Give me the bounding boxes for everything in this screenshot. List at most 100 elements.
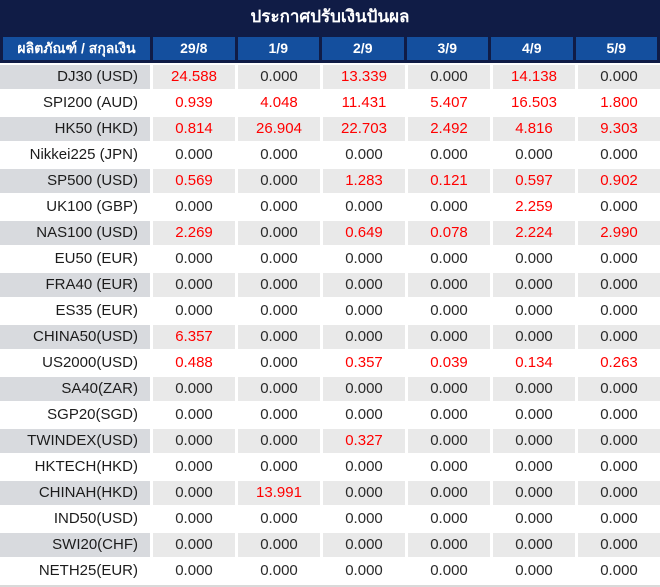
dividend-value: 0.000 <box>153 429 235 453</box>
dividend-value: 0.000 <box>408 533 490 557</box>
product-label: US2000(USD) <box>0 351 150 375</box>
product-label: CHINA50(USD) <box>0 325 150 349</box>
dividend-value: 0.000 <box>238 533 320 557</box>
dividend-value: 0.000 <box>578 455 660 479</box>
dividend-value: 0.000 <box>493 481 575 505</box>
dividend-value: 0.569 <box>153 169 235 193</box>
dividend-value: 0.000 <box>493 533 575 557</box>
dividend-value: 0.000 <box>578 403 660 427</box>
dividend-value: 0.000 <box>323 325 405 349</box>
dividend-value: 26.904 <box>238 117 320 141</box>
dividend-value: 0.000 <box>578 195 660 219</box>
dividend-value: 0.939 <box>153 91 235 115</box>
dividend-value: 0.000 <box>408 65 490 89</box>
product-label: DJ30 (USD) <box>0 65 150 89</box>
dividend-value: 0.000 <box>153 247 235 271</box>
dividend-value: 4.048 <box>238 91 320 115</box>
dividend-value: 0.000 <box>323 143 405 167</box>
table-row: DJ30 (USD) 24.588 0.000 13.339 0.000 14.138 0.… <box>0 65 660 89</box>
dividend-value: 0.000 <box>493 455 575 479</box>
table-title: ประกาศปรับเงินปันผล <box>0 0 660 34</box>
dividend-value: 6.357 <box>153 325 235 349</box>
product-label: SPI200 (AUD) <box>0 91 150 115</box>
dividend-value: 0.000 <box>153 559 235 583</box>
dividend-value: 0.000 <box>408 247 490 271</box>
dividend-value: 0.000 <box>493 273 575 297</box>
table-header-row: ผลิตภัณฑ์ / สกุลเงิน 29/8 1/9 2/9 3/9 4/9 5/9 <box>0 34 660 63</box>
table-row: FRA40 (EUR) 0.000 0.000 0.000 0.000 0.000 0.00… <box>0 273 660 297</box>
product-label: SGP20(SGD) <box>0 403 150 427</box>
column-header-date: 2/9 <box>322 37 404 60</box>
table-row: UK100 (GBP) 0.000 0.000 0.000 0.000 2.259 0.00… <box>0 195 660 219</box>
dividend-value: 5.407 <box>408 91 490 115</box>
dividend-value: 0.134 <box>493 351 575 375</box>
dividend-value: 22.703 <box>323 117 405 141</box>
dividend-value: 0.000 <box>323 455 405 479</box>
dividend-value: 13.991 <box>238 481 320 505</box>
dividend-value: 0.000 <box>323 195 405 219</box>
table-row: SWI20(CHF) 0.000 0.000 0.000 0.000 0.000 0.000 <box>0 533 660 557</box>
dividend-value: 16.503 <box>493 91 575 115</box>
dividend-value: 0.000 <box>493 247 575 271</box>
column-header-product-currency: ผลิตภัณฑ์ / สกุลเงิน <box>3 37 150 60</box>
dividend-value: 0.000 <box>408 195 490 219</box>
product-label: SA40(ZAR) <box>0 377 150 401</box>
dividend-value: 2.990 <box>578 221 660 245</box>
table-row: NAS100 (USD) 2.269 0.000 0.649 0.078 2.224 2.9… <box>0 221 660 245</box>
dividend-value: 0.000 <box>238 221 320 245</box>
dividend-value: 9.303 <box>578 117 660 141</box>
dividend-value: 0.000 <box>238 65 320 89</box>
dividend-value: 0.000 <box>323 533 405 557</box>
dividend-value: 2.269 <box>153 221 235 245</box>
product-label: TWINDEX(USD) <box>0 429 150 453</box>
product-label: NAS100 (USD) <box>0 221 150 245</box>
product-label: EU50 (EUR) <box>0 247 150 271</box>
dividend-value: 0.000 <box>578 299 660 323</box>
column-header-date: 5/9 <box>575 37 657 60</box>
dividend-value: 0.000 <box>238 377 320 401</box>
dividend-value: 0.902 <box>578 169 660 193</box>
table-row: HK50 (HKD) 0.814 26.904 22.703 2.492 4.816 9.3… <box>0 117 660 141</box>
product-label: SP500 (USD) <box>0 169 150 193</box>
dividend-value: 0.000 <box>408 377 490 401</box>
dividend-value: 1.800 <box>578 91 660 115</box>
product-label: SWI20(CHF) <box>0 533 150 557</box>
dividend-value: 0.000 <box>493 403 575 427</box>
dividend-value: 0.000 <box>493 377 575 401</box>
dividend-value: 0.000 <box>238 143 320 167</box>
dividend-value: 0.000 <box>323 481 405 505</box>
dividend-value: 0.000 <box>323 247 405 271</box>
dividend-value: 0.000 <box>408 455 490 479</box>
dividend-value: 0.000 <box>323 377 405 401</box>
dividend-value: 11.431 <box>323 91 405 115</box>
product-label: NETH25(EUR) <box>0 559 150 583</box>
table-row: SP500 (USD) 0.569 0.000 1.283 0.121 0.597 0.90… <box>0 169 660 193</box>
product-label: ES35 (EUR) <box>0 299 150 323</box>
product-label: CHINAH(HKD) <box>0 481 150 505</box>
table-row: TWINDEX(USD) 0.000 0.000 0.327 0.000 0.000 0.0… <box>0 429 660 453</box>
table-row: SPI200 (AUD) 0.939 4.048 11.431 5.407 16.503 1… <box>0 91 660 115</box>
dividend-value: 0.000 <box>153 533 235 557</box>
dividend-value: 1.283 <box>323 169 405 193</box>
dividend-value: 0.000 <box>578 481 660 505</box>
table-body: DJ30 (USD) 24.588 0.000 13.339 0.000 14.138 0.… <box>0 63 660 583</box>
column-header-date: 4/9 <box>491 37 573 60</box>
dividend-value: 2.224 <box>493 221 575 245</box>
dividend-value: 0.000 <box>408 429 490 453</box>
dividend-value: 0.000 <box>578 143 660 167</box>
product-label: FRA40 (EUR) <box>0 273 150 297</box>
dividend-value: 0.000 <box>578 429 660 453</box>
dividend-value: 0.000 <box>153 481 235 505</box>
dividend-value: 0.000 <box>153 273 235 297</box>
product-label: HK50 (HKD) <box>0 117 150 141</box>
table-row: Nikkei225 (JPN) 0.000 0.000 0.000 0.000 0.000… <box>0 143 660 167</box>
dividend-value: 0.000 <box>408 507 490 531</box>
dividend-value: 0.000 <box>153 377 235 401</box>
dividend-value: 0.000 <box>153 143 235 167</box>
column-header-date: 3/9 <box>406 37 488 60</box>
dividend-value: 0.121 <box>408 169 490 193</box>
dividend-value: 0.000 <box>408 299 490 323</box>
dividend-value: 0.000 <box>323 507 405 531</box>
dividend-value: 0.000 <box>238 559 320 583</box>
table-row: EU50 (EUR) 0.000 0.000 0.000 0.000 0.000 0.000 <box>0 247 660 271</box>
